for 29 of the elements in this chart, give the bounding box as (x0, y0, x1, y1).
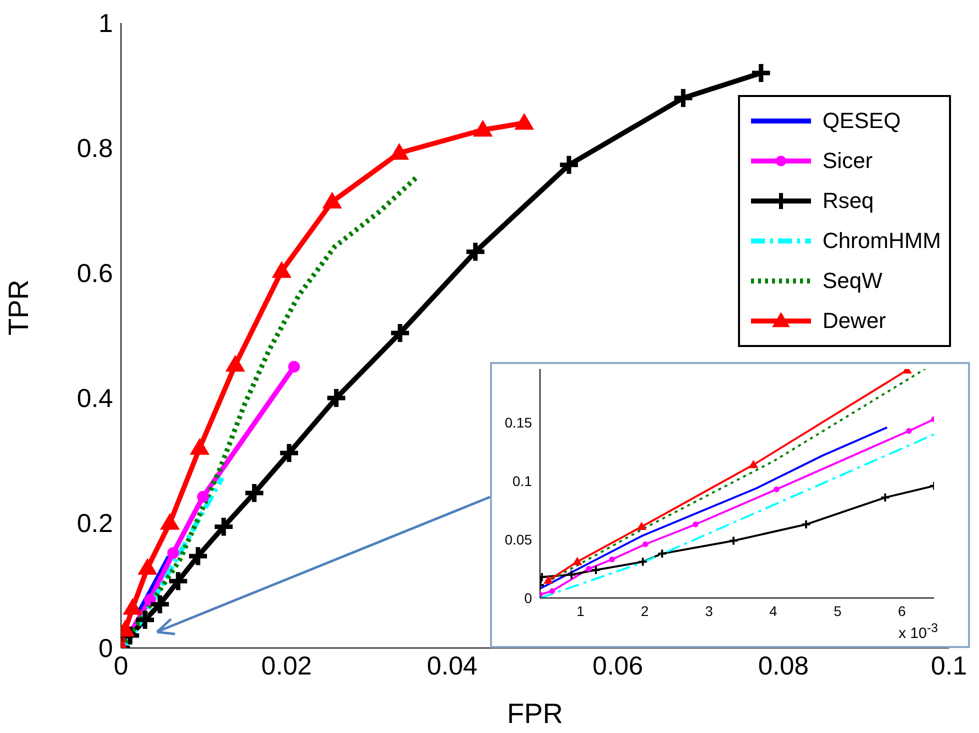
y-tick-label: 0.05 (504, 532, 532, 548)
y-tick-label: 0.4 (76, 383, 113, 414)
x-tick-label: 1 (576, 602, 585, 619)
y-tick-label: 1 (98, 8, 113, 38)
legend-label: Rseq (822, 188, 874, 214)
legend-label: Sicer (822, 148, 873, 174)
x-tick-label: 0.1 (930, 650, 968, 680)
legend-label: SeqW (822, 268, 882, 294)
y-tick-label: 0.2 (76, 508, 113, 538)
x-tick-label: 2 (640, 602, 649, 619)
y-tick-label: 0.6 (76, 258, 113, 288)
x-tick-label: 5 (834, 602, 842, 619)
annotation: x 10$^{-3}$ (898, 621, 938, 642)
legend-label: ChromHMM (822, 228, 941, 254)
x-tick-label: 0.06 (592, 650, 644, 680)
x-tick-label: 0.04 (426, 650, 478, 680)
y-axis-title: TPR (2, 280, 34, 336)
x-tick-label: 6 (898, 602, 906, 619)
x-tick-label: 0.08 (758, 650, 809, 680)
x-axis-title: FPR (507, 698, 563, 729)
x-tick-label: 0.02 (261, 650, 312, 680)
x-tick-label: 3 (705, 602, 714, 619)
x-tick-label: 4 (769, 602, 778, 619)
y-tick-label: 0.1 (512, 473, 532, 490)
legend-label: QESEQ (822, 108, 901, 134)
y-tick-label: 0.8 (76, 133, 113, 164)
legend-label: Dewer (822, 308, 886, 334)
y-tick-label: 0.15 (504, 414, 532, 431)
y-tick-label: 0 (524, 590, 532, 606)
